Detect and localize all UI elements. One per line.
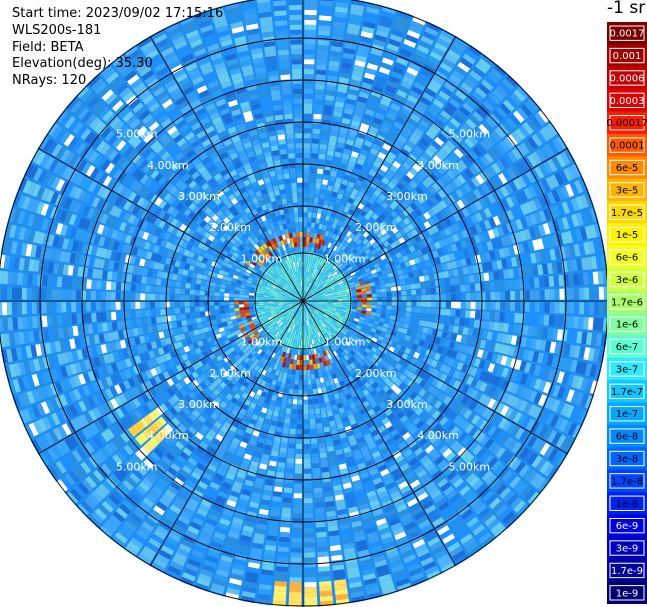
range-ring bbox=[81, 79, 525, 523]
colorbar-tick-label: 0.0003 bbox=[610, 96, 645, 107]
azimuth-line bbox=[37, 300, 304, 455]
range-label: 1.00km bbox=[241, 252, 283, 265]
azimuth-line bbox=[302, 147, 569, 302]
range-ring bbox=[254, 252, 352, 350]
range-label: 5.00km bbox=[449, 460, 491, 473]
colorbar-tick-label: 0.0001 bbox=[610, 141, 645, 152]
range-ring bbox=[39, 37, 567, 565]
azimuth-line bbox=[37, 147, 304, 302]
range-label: 4.00km bbox=[417, 159, 459, 172]
colorbar-tick-label: 0.001 bbox=[613, 51, 642, 62]
units-label: -1 sr bbox=[607, 0, 646, 18]
elevation-label: Elevation(deg): 35.30 bbox=[12, 56, 153, 71]
range-label: 1.00km bbox=[241, 336, 283, 349]
range-label: 3.00km bbox=[386, 398, 428, 411]
colorbar-tick-label: 0.0006 bbox=[610, 73, 645, 84]
range-label: 4.00km bbox=[417, 429, 459, 442]
range-label: 5.00km bbox=[449, 128, 491, 141]
azimuth-line bbox=[302, 35, 457, 302]
colorbar-tick-label: 3e-8 bbox=[616, 454, 639, 465]
range-label: 4.00km bbox=[147, 429, 189, 442]
range-ring bbox=[0, 0, 607, 607]
colorbar-tick-label: 1.7e-9 bbox=[611, 566, 643, 577]
colorbar-tick-label: 3e-9 bbox=[616, 544, 639, 555]
colorbar-tick-label: 1e-8 bbox=[616, 499, 639, 510]
colorbar-tick-label: 6e-7 bbox=[616, 342, 639, 353]
colorbar-tick-label: 1e-6 bbox=[616, 320, 639, 331]
colorbar-tick-label: 1.7e-7 bbox=[611, 387, 643, 398]
colorbar-tick-label: 6e-6 bbox=[616, 253, 639, 264]
azimuth-line bbox=[302, 300, 569, 455]
range-label: 2.00km bbox=[209, 221, 251, 234]
range-label: 2.00km bbox=[209, 367, 251, 380]
range-label: 1.00km bbox=[324, 336, 366, 349]
azimuth-line bbox=[302, 300, 457, 567]
colorbar-tick-label: 3e-5 bbox=[616, 185, 639, 196]
colorbar-tick-label: 3e-7 bbox=[616, 364, 639, 375]
instrument-label: WLS200s-181 bbox=[12, 23, 102, 38]
range-ring bbox=[207, 205, 399, 397]
colorbar-tick-label: 0.0017 bbox=[610, 29, 645, 40]
colorbar-tick-label: 0.00017 bbox=[607, 118, 647, 129]
range-label: 3.00km bbox=[178, 398, 220, 411]
colorbar-tick-label: 1.7e-8 bbox=[611, 476, 643, 487]
range-label: 4.00km bbox=[147, 159, 189, 172]
azimuth-line bbox=[149, 300, 304, 567]
colorbar-tick-label: 6e-5 bbox=[616, 163, 639, 174]
range-label: 2.00km bbox=[355, 367, 397, 380]
colorbar-tick-label: 1e-5 bbox=[616, 230, 639, 241]
range-label: 5.00km bbox=[116, 460, 158, 473]
colorbar-tick-label: 1.7e-5 bbox=[611, 208, 643, 219]
start-time-label: Start time: 2023/09/02 17:15:16 bbox=[12, 6, 224, 21]
range-ring bbox=[123, 121, 483, 481]
colorbar-tick-label: 3e-6 bbox=[616, 275, 639, 286]
colorbar-tick-label: 1e-7 bbox=[616, 409, 639, 420]
colorbar: 0.0017 0.001 0.0006 0.0003 0.00017 0.0001 6e-5… bbox=[607, 22, 647, 604]
colorbar-tick-label: 1.7e-6 bbox=[611, 297, 643, 308]
colorbar-tick-label: 6e-9 bbox=[616, 521, 639, 532]
field-label: Field: BETA bbox=[12, 40, 84, 55]
range-label: 2.00km bbox=[355, 221, 397, 234]
nrays-label: NRays: 120 bbox=[12, 73, 87, 88]
range-ring bbox=[165, 163, 441, 439]
range-label: 3.00km bbox=[386, 190, 428, 203]
range-label: 3.00km bbox=[178, 190, 220, 203]
colorbar-tick-label: 6e-8 bbox=[616, 432, 639, 443]
range-label: 5.00km bbox=[116, 128, 158, 141]
range-label: 1.00km bbox=[324, 252, 366, 265]
ppi-scan-plot: 1.00km 1.00km 1.00km 1.00km 2.00km 2.00km 2.00… bbox=[0, 0, 607, 607]
colorbar-tick-label: 1e-9 bbox=[616, 588, 639, 599]
azimuth-line bbox=[149, 35, 304, 302]
